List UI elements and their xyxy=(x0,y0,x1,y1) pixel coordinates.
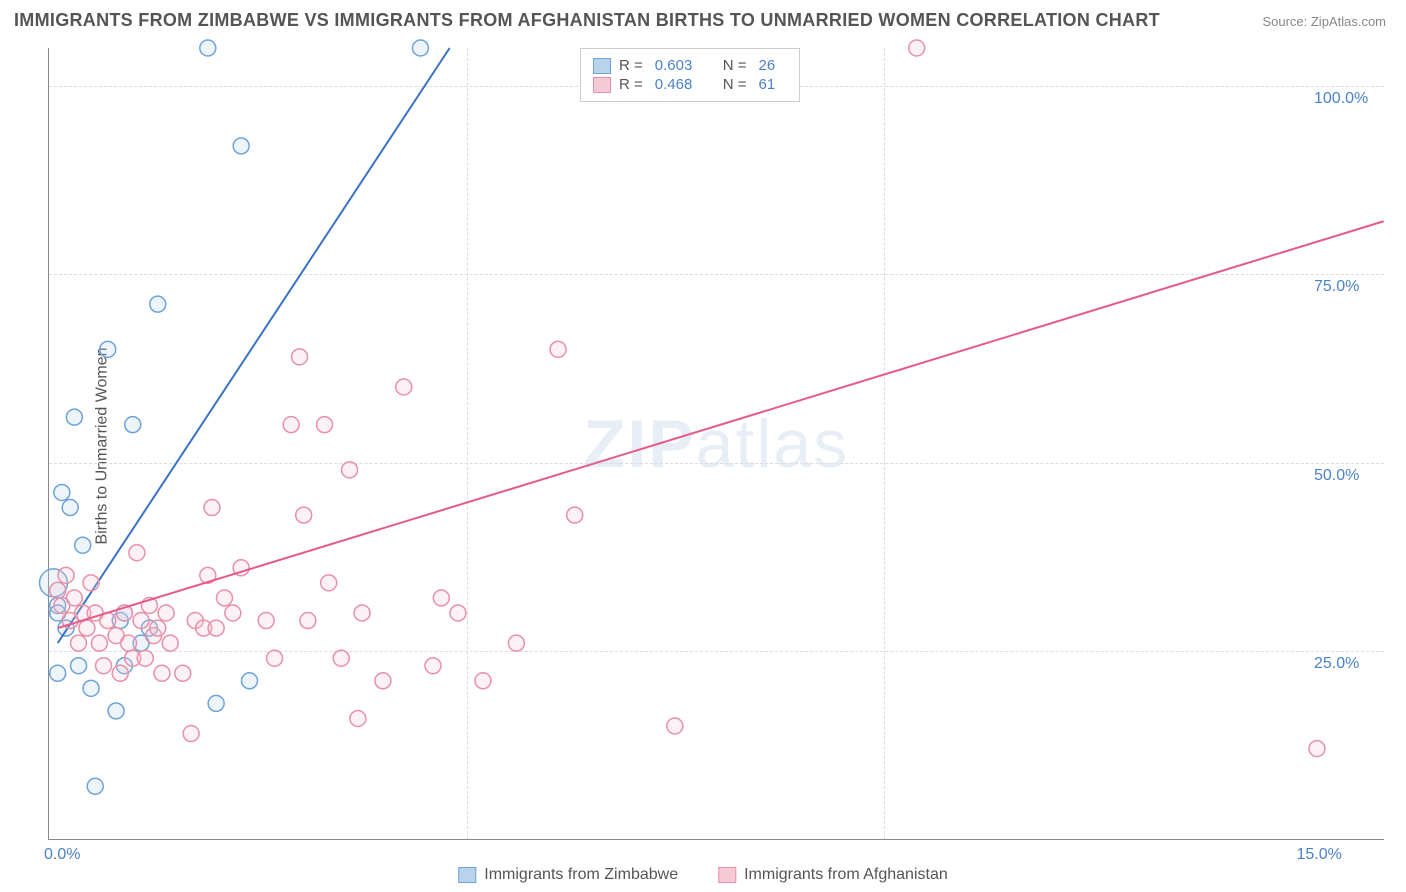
r-label: R = xyxy=(619,57,643,74)
data-point xyxy=(112,665,128,681)
n-value: 26 xyxy=(759,57,787,74)
data-point xyxy=(91,635,107,651)
data-point xyxy=(133,613,149,629)
data-point xyxy=(508,635,524,651)
legend-series-label: Immigrants from Afghanistan xyxy=(744,866,948,884)
chart-container: IMMIGRANTS FROM ZIMBABWE VS IMMIGRANTS F… xyxy=(0,0,1406,892)
data-point xyxy=(50,665,66,681)
data-point xyxy=(50,582,66,598)
n-value: 61 xyxy=(759,76,787,93)
data-point xyxy=(317,417,333,433)
legend-correlation: R = 0.603 N = 26 R = 0.468 N = 61 xyxy=(580,48,800,102)
data-point xyxy=(108,703,124,719)
data-point xyxy=(100,341,116,357)
legend-swatch xyxy=(593,77,611,93)
legend-swatch xyxy=(593,58,611,74)
trend-line xyxy=(58,48,450,643)
data-point xyxy=(667,718,683,734)
data-point xyxy=(71,658,87,674)
data-point xyxy=(350,710,366,726)
data-point xyxy=(183,726,199,742)
data-point xyxy=(354,605,370,621)
y-tick-label: 25.0% xyxy=(1314,655,1359,673)
n-label: N = xyxy=(723,57,747,74)
legend-correlation-row: R = 0.468 N = 61 xyxy=(593,76,787,93)
data-point xyxy=(292,349,308,365)
data-point xyxy=(121,635,137,651)
y-tick-label: 100.0% xyxy=(1314,90,1368,108)
data-point xyxy=(162,635,178,651)
data-point xyxy=(550,341,566,357)
data-point xyxy=(208,620,224,636)
data-point xyxy=(475,673,491,689)
data-point xyxy=(208,695,224,711)
data-point xyxy=(158,605,174,621)
data-point xyxy=(321,575,337,591)
data-point xyxy=(66,590,82,606)
data-point xyxy=(233,138,249,154)
r-label: R = xyxy=(619,76,643,93)
legend-swatch xyxy=(718,867,736,883)
source-label: Source: ZipAtlas.com xyxy=(1262,14,1386,29)
data-point xyxy=(216,590,232,606)
data-point xyxy=(150,620,166,636)
x-tick-label: 0.0% xyxy=(44,846,80,864)
data-point xyxy=(909,40,925,56)
data-point xyxy=(175,665,191,681)
data-point xyxy=(150,296,166,312)
data-point xyxy=(1309,741,1325,757)
data-point xyxy=(225,605,241,621)
chart-title: IMMIGRANTS FROM ZIMBABWE VS IMMIGRANTS F… xyxy=(14,10,1160,31)
data-point xyxy=(296,507,312,523)
data-point xyxy=(242,673,258,689)
r-value: 0.603 xyxy=(655,57,703,74)
legend-series-item: Immigrants from Afghanistan xyxy=(718,866,948,884)
data-point xyxy=(300,613,316,629)
data-point xyxy=(425,658,441,674)
legend-correlation-row: R = 0.603 N = 26 xyxy=(593,57,787,74)
y-tick-label: 50.0% xyxy=(1314,467,1359,485)
plot-area: ZIPatlas xyxy=(48,48,1384,840)
data-point xyxy=(54,484,70,500)
data-point xyxy=(75,537,91,553)
legend-series-item: Immigrants from Zimbabwe xyxy=(458,866,678,884)
data-point xyxy=(342,462,358,478)
legend-swatch xyxy=(458,867,476,883)
data-point xyxy=(396,379,412,395)
data-point xyxy=(450,605,466,621)
data-point xyxy=(267,650,283,666)
trend-line xyxy=(58,221,1384,628)
x-tick-label: 15.0% xyxy=(1297,846,1342,864)
data-point xyxy=(137,650,153,666)
data-point xyxy=(96,658,112,674)
data-point xyxy=(83,575,99,591)
data-point xyxy=(79,620,95,636)
legend-series-label: Immigrants from Zimbabwe xyxy=(484,866,678,884)
data-point xyxy=(375,673,391,689)
data-point xyxy=(125,417,141,433)
y-tick-label: 75.0% xyxy=(1314,278,1359,296)
data-point xyxy=(412,40,428,56)
data-point xyxy=(83,680,99,696)
n-label: N = xyxy=(723,76,747,93)
data-point xyxy=(433,590,449,606)
data-point xyxy=(154,665,170,681)
data-point xyxy=(200,40,216,56)
r-value: 0.468 xyxy=(655,76,703,93)
data-point xyxy=(129,545,145,561)
data-point xyxy=(283,417,299,433)
data-point xyxy=(258,613,274,629)
data-point xyxy=(333,650,349,666)
data-point xyxy=(87,778,103,794)
data-point xyxy=(62,500,78,516)
data-point xyxy=(567,507,583,523)
data-point xyxy=(71,635,87,651)
chart-svg xyxy=(49,48,1384,839)
data-point xyxy=(204,500,220,516)
legend-series: Immigrants from Zimbabwe Immigrants from … xyxy=(458,866,947,884)
data-point xyxy=(58,567,74,583)
data-point xyxy=(66,409,82,425)
